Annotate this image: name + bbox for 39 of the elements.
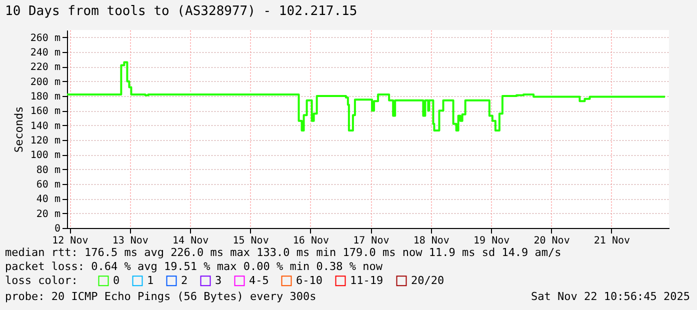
y-tick-label: 120 m bbox=[30, 136, 60, 146]
legend-label: 4-5 bbox=[249, 274, 269, 287]
legend-label: 3 bbox=[215, 274, 222, 287]
legend-label: 0 bbox=[113, 274, 120, 287]
x-tick-label: 20 Nov bbox=[534, 236, 570, 246]
y-tick-label: 220 m bbox=[30, 62, 60, 74]
x-tick-label: 19 Nov bbox=[474, 236, 510, 246]
y-tick-label: 180 m bbox=[30, 92, 60, 102]
y-tick-label: 20 m bbox=[36, 208, 60, 220]
legend-label: 6-10 bbox=[296, 274, 322, 287]
legend-label: 2 bbox=[181, 274, 188, 287]
x-tick-label: 15 Nov bbox=[232, 236, 269, 246]
text: Sat Nov 22 10:56:45 2025 bbox=[531, 290, 690, 303]
x-tick-label: 17 Nov bbox=[353, 236, 390, 246]
y-tick-label: 200 m bbox=[30, 76, 60, 88]
legend-label: 20/20 bbox=[411, 274, 444, 287]
y-tick-label: 40 m bbox=[36, 194, 60, 206]
x-tick-label: 13 Nov bbox=[112, 236, 148, 246]
y-tick-label: 240 m bbox=[30, 48, 60, 58]
y-tick-label: 80 m bbox=[36, 164, 60, 176]
legend-label: 1 bbox=[147, 274, 154, 287]
x-tick-label: 18 Nov bbox=[413, 236, 450, 246]
y-axis-title: Seconds bbox=[12, 106, 26, 153]
y-tick-label: 0 bbox=[54, 224, 60, 234]
text: median rtt: 176.5 ms avg 226.0 ms max 133.0 ms min 179.0 ms now 11.9 ms sd 14.9 am/s bbox=[5, 246, 562, 259]
y-tick-label: 160 m bbox=[30, 106, 60, 118]
y-tick-label: 140 m bbox=[30, 120, 60, 132]
y-tick-label: 100 m bbox=[30, 150, 60, 162]
x-tick-label: 16 Nov bbox=[292, 236, 330, 246]
text: packet loss: 0.64 % avg 19.51 % max 0.00 % min 0.38 % now bbox=[5, 260, 383, 273]
x-tick-label: 12 Nov bbox=[52, 236, 88, 246]
legend-title: loss color: bbox=[5, 274, 78, 287]
y-tick-label: 260 m bbox=[30, 32, 60, 44]
text: probe: 20 ICMP Echo Pings (56 Bytes) every 300s bbox=[5, 290, 316, 303]
x-tick-label: 21 Nov bbox=[594, 236, 630, 246]
chart-title: 10 Days from tools to (AS328977) - 102.217.15 bbox=[5, 4, 358, 19]
y-tick-label: 60 m bbox=[36, 180, 60, 190]
legend-label: 11-19 bbox=[350, 274, 384, 287]
x-tick-label: 14 Nov bbox=[172, 236, 209, 246]
